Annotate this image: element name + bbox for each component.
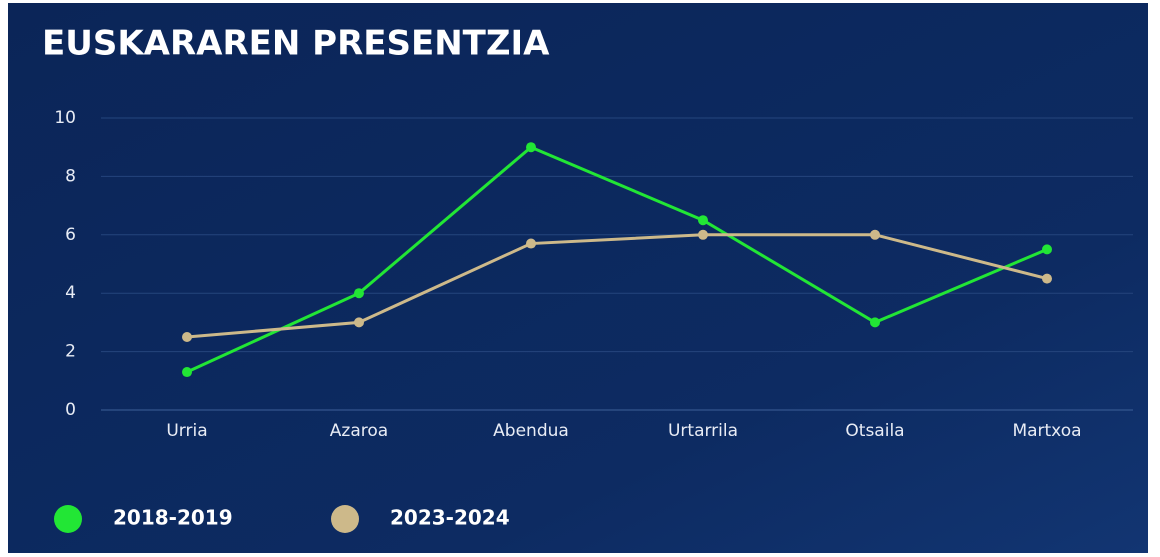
data-point bbox=[698, 229, 708, 240]
data-point bbox=[698, 215, 708, 226]
data-point bbox=[354, 288, 364, 299]
data-point bbox=[1042, 273, 1052, 284]
x-tick-label: Otsaila bbox=[845, 421, 904, 441]
legend-swatch bbox=[54, 505, 82, 533]
x-tick-label: Martxoa bbox=[1012, 421, 1081, 441]
x-tick-label: Urtarrila bbox=[668, 421, 738, 441]
data-point bbox=[182, 332, 192, 342]
y-tick-label: 8 bbox=[65, 166, 76, 186]
x-tick-label: Azaroa bbox=[330, 421, 388, 441]
series-line bbox=[186, 233, 1048, 339]
data-point bbox=[870, 317, 880, 328]
y-tick-label: 2 bbox=[65, 342, 76, 362]
y-tick-label: 4 bbox=[65, 283, 76, 303]
data-point bbox=[526, 142, 536, 153]
series-line bbox=[186, 145, 1048, 374]
data-point bbox=[1042, 244, 1052, 255]
chart-title: EUSKARAREN PRESENTZIA bbox=[42, 24, 550, 64]
legend-label: 2018-2019 bbox=[113, 506, 233, 530]
background bbox=[8, 3, 1148, 553]
legend-label: 2023-2024 bbox=[390, 506, 510, 530]
data-point bbox=[870, 229, 880, 240]
y-tick-label: 6 bbox=[65, 225, 76, 245]
x-tick-label: Urria bbox=[166, 421, 207, 441]
data-point bbox=[354, 317, 364, 328]
x-tick-label: Abendua bbox=[493, 421, 569, 441]
data-point bbox=[526, 238, 536, 249]
legend-swatch bbox=[331, 505, 359, 533]
y-tick-label: 0 bbox=[65, 400, 76, 420]
y-tick-label: 10 bbox=[54, 108, 76, 128]
data-point bbox=[182, 367, 192, 378]
